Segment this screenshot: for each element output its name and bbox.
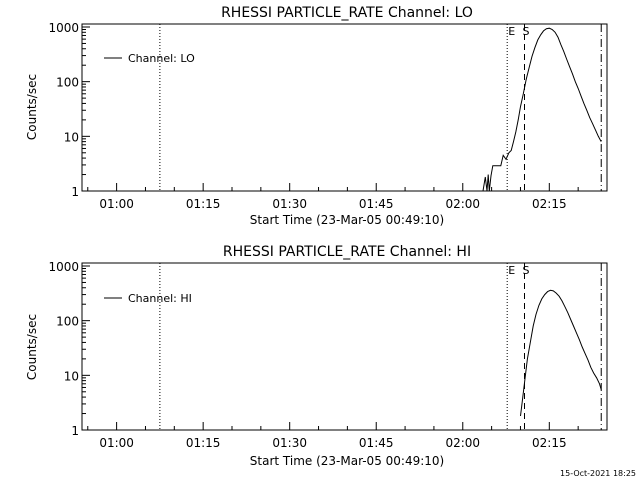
panel-hi-series — [520, 289, 602, 417]
panel-hi-plot-frame — [81, 262, 608, 431]
panel-hi-x-tick-label: 01:15 — [186, 436, 221, 450]
panel-hi-marker-label: S — [523, 264, 530, 277]
panel-hi-y-tick-label: 10 — [64, 369, 79, 383]
panel-lo-x-tick-label: 01:30 — [272, 197, 307, 211]
panel-hi-y-tick-label: 1 — [71, 424, 79, 438]
footer-timestamp: 15-Oct-2021 18:25 — [560, 469, 636, 478]
panel-lo-y-tick-label: 10 — [64, 130, 79, 144]
panel-lo-marker-label: S — [523, 25, 530, 38]
panel-lo-legend-label: Channel: LO — [128, 52, 195, 65]
panel-lo-x-tick-label: 02:15 — [532, 197, 567, 211]
panel-hi-x-tick-label: 01:30 — [272, 436, 307, 450]
panel-hi-y-tick-label: 1000 — [48, 260, 79, 274]
panel-lo-series — [482, 27, 602, 192]
panel-hi-x-tick-label: 01:00 — [99, 436, 134, 450]
panel-lo-x-tick-label: 02:00 — [445, 197, 480, 211]
panel-hi-x-tick-label: 01:45 — [359, 436, 394, 450]
panel-lo: RHESSI PARTICLE_RATE Channel: LO Counts/… — [25, 5, 608, 227]
panel-hi-legend-label: Channel: HI — [128, 292, 192, 305]
panel-lo-title: RHESSI PARTICLE_RATE Channel: LO — [221, 5, 473, 21]
panel-lo-legend: Channel: LO — [104, 52, 195, 65]
panel-hi-legend: Channel: HI — [104, 292, 192, 305]
panel-lo-y-tick-label: 100 — [56, 76, 79, 90]
panel-hi-x-ticks: 01:00 01:15 01:30 01:45 02:00 02:15 — [87, 422, 579, 450]
panel-lo-y-axis-label: Counts/sec — [25, 74, 39, 140]
panel-lo-x-axis-label: Start Time (23-Mar-05 00:49:10) — [250, 213, 444, 227]
panel-lo-x-tick-label: 01:15 — [186, 197, 221, 211]
panel-hi: RHESSI PARTICLE_RATE Channel: HI Counts/… — [25, 244, 608, 468]
panel-hi-x-axis-label: Start Time (23-Mar-05 00:49:10) — [250, 454, 444, 468]
panel-hi-y-axis-label: Counts/sec — [25, 314, 39, 380]
panel-hi-y-ticks: 1 10 100 1000 — [48, 260, 90, 438]
panel-hi-y-tick-label: 100 — [56, 315, 79, 329]
panel-hi-marker-label: E — [508, 264, 515, 277]
panel-lo-x-tick-label: 01:00 — [99, 197, 134, 211]
panel-lo-plot-frame — [81, 23, 608, 192]
panel-lo-marker-label: E — [508, 25, 515, 38]
panel-lo-x-ticks: 01:00 01:15 01:30 01:45 02:00 02:15 — [87, 183, 579, 211]
panel-lo-x-tick-label: 01:45 — [359, 197, 394, 211]
panel-lo-y-tick-label: 1000 — [48, 21, 79, 35]
panel-lo-series-line — [482, 27, 602, 192]
panel-hi-series-line — [520, 289, 602, 417]
panel-hi-x-tick-label: 02:00 — [445, 436, 480, 450]
panel-lo-y-tick-label: 1 — [71, 185, 79, 199]
panel-hi-title: RHESSI PARTICLE_RATE Channel: HI — [223, 244, 471, 260]
panel-hi-x-tick-label: 02:15 — [532, 436, 567, 450]
panel-lo-y-ticks: 1 10 100 1000 — [48, 21, 90, 199]
